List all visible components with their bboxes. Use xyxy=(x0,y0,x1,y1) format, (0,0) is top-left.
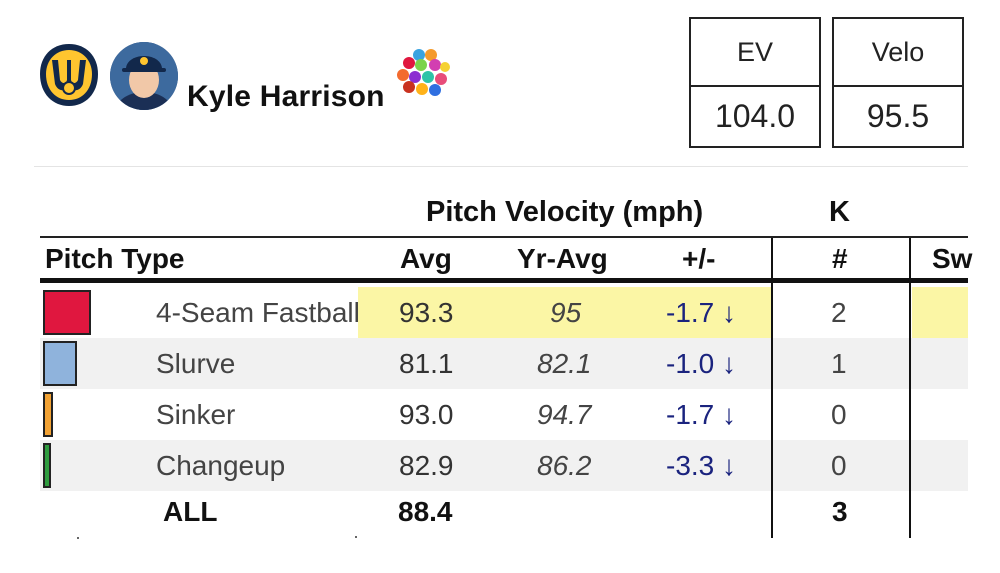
pitch-color-swatch xyxy=(43,341,77,386)
totals-k: 3 xyxy=(832,496,848,527)
pitch-diff: -1.0 ↓ xyxy=(666,348,737,379)
pitch-avg: 93.0 xyxy=(399,399,454,430)
totals-avg: 88.4 xyxy=(398,496,453,527)
pitch-yr-avg: 82.1 xyxy=(537,348,592,379)
row-highlight xyxy=(912,287,968,338)
k-group-header: K xyxy=(829,196,850,228)
pitch-diff: -1.7 ↓ xyxy=(666,297,737,328)
table-row: Sinker 93.0 94.7 -1.7 ↓ 0 xyxy=(40,389,968,440)
pitch-yr-avg: 94.7 xyxy=(537,399,592,430)
pitch-name: Sinker xyxy=(156,399,236,430)
pitch-avg: 81.1 xyxy=(399,348,454,379)
velo-value: 95.5 xyxy=(866,98,930,134)
pitch-k-count: 2 xyxy=(831,297,847,328)
header-rule xyxy=(40,236,968,238)
velo-label: Velo xyxy=(834,19,962,87)
pitch-color-swatch xyxy=(43,290,91,335)
pitch-k-count: 0 xyxy=(831,399,847,430)
ev-value: 104.0 xyxy=(714,98,796,134)
pitch-yr-avg: 95 xyxy=(550,297,582,328)
velo-stat-box: Velo 95.5 xyxy=(832,17,964,148)
pitch-k-count: 1 xyxy=(831,348,847,379)
pitch-diff: -3.3 ↓ xyxy=(666,450,737,481)
pitch-name: Changeup xyxy=(156,450,286,481)
pitch-avg: 93.3 xyxy=(399,297,454,328)
pitch-k-count: 0 xyxy=(831,450,847,481)
col-header-avg: Avg xyxy=(400,243,452,274)
table-row: 4-Seam Fastball 93.3 95 -1.7 ↓ 2 xyxy=(40,287,968,338)
col-header-pitch-type: Pitch Type xyxy=(45,243,185,274)
col-header-diff: +/- xyxy=(682,243,716,274)
pitch-diff: -1.7 ↓ xyxy=(666,399,737,430)
col-header-partial: Sw xyxy=(932,243,973,274)
header-thick-rule xyxy=(40,278,968,283)
ev-label: EV xyxy=(691,19,819,87)
totals-label: ALL xyxy=(163,496,218,527)
column-separator xyxy=(771,238,773,538)
pitch-mix-icon xyxy=(395,47,453,99)
pitch-name: 4-Seam Fastball xyxy=(156,297,360,328)
table-row: Slurve 81.1 82.1 -1.0 ↓ 1 xyxy=(40,338,968,389)
player-avatar xyxy=(110,42,178,110)
column-separator xyxy=(909,238,911,538)
table-row: Changeup 82.9 86.2 -3.3 ↓ 0 xyxy=(40,440,968,491)
pitch-avg: 82.9 xyxy=(399,450,454,481)
row-highlight xyxy=(358,287,773,338)
pitch-name: Slurve xyxy=(156,348,236,379)
col-header-count: # xyxy=(832,243,848,274)
velocity-group-header: Pitch Velocity (mph) xyxy=(426,196,704,228)
pitch-color-swatch xyxy=(43,443,51,488)
pitch-yr-avg: 86.2 xyxy=(537,450,592,481)
header-divider xyxy=(34,166,968,167)
pitch-color-swatch xyxy=(43,392,53,437)
ev-stat-box: EV 104.0 xyxy=(689,17,821,148)
col-header-yr-avg: Yr-Avg xyxy=(517,243,608,274)
artifact-dot xyxy=(77,537,79,539)
artifact-dot xyxy=(355,536,357,538)
player-name: Kyle Harrison xyxy=(187,80,385,113)
team-logo-icon xyxy=(38,42,100,108)
